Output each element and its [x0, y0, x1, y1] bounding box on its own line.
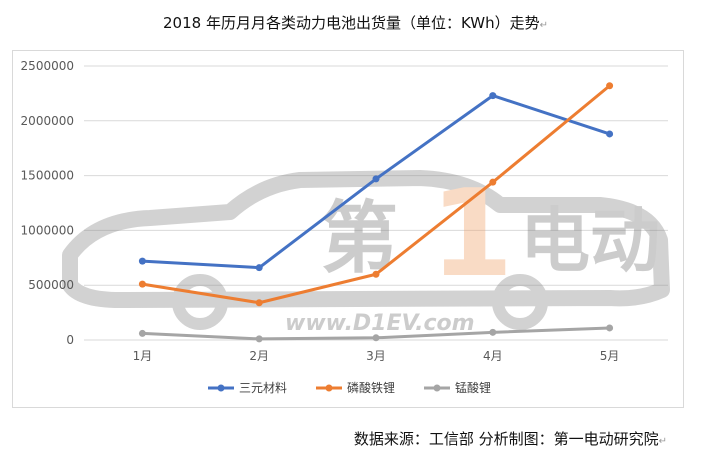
data-point — [606, 324, 614, 332]
data-point — [138, 280, 146, 288]
data-point — [372, 175, 380, 183]
data-point — [606, 130, 614, 138]
x-tick-label: 1月 — [133, 349, 153, 363]
watermark-brand-text-2: 电动 — [520, 200, 660, 282]
data-point — [489, 92, 497, 100]
x-tick-label: 3月 — [366, 349, 386, 363]
data-point — [255, 264, 263, 272]
series-line — [138, 92, 614, 272]
data-point — [255, 299, 263, 307]
legend-item: 磷酸铁锂 — [316, 380, 395, 395]
series-lines — [138, 82, 614, 343]
data-point — [372, 334, 380, 342]
y-tick-label: 1000000 — [21, 223, 74, 237]
data-point — [606, 82, 614, 90]
legend-item: 锰酸锂 — [424, 380, 491, 395]
y-tick-label: 2500000 — [21, 59, 74, 73]
y-tick-label: 500000 — [28, 278, 74, 292]
legend: 三元材料 磷酸铁锂 锰酸锂 — [208, 380, 491, 395]
legend-label: 磷酸铁锂 — [347, 380, 395, 395]
data-point — [255, 335, 263, 343]
legend-marker — [325, 384, 333, 392]
legend-item: 三元材料 — [208, 381, 287, 395]
data-point — [372, 270, 380, 278]
x-tick-label: 2月 — [249, 349, 269, 363]
series-line — [138, 324, 614, 343]
y-axis-ticks: 0 500000 1000000 1500000 2000000 2500000 — [21, 59, 74, 347]
data-point — [489, 328, 497, 336]
chart-frame — [12, 50, 684, 408]
data-point — [138, 329, 146, 337]
legend-label: 锰酸锂 — [455, 380, 491, 395]
data-source-footer: 数据来源：工信部 分析制图：第一电动研究院↵ — [353, 430, 667, 448]
x-tick-label: 4月 — [483, 349, 503, 363]
d1ev-watermark: 第 1 电动 www.D1EV.com — [62, 165, 670, 336]
watermark-brand-text: 第 — [320, 194, 398, 284]
y-tick-label: 1500000 — [21, 169, 74, 183]
x-tick-label: 5月 — [600, 349, 620, 363]
legend-marker — [433, 384, 441, 392]
watermark-url: www.D1EV.com — [285, 311, 475, 336]
legend-label: 三元材料 — [239, 381, 287, 395]
y-tick-label: 2000000 — [21, 114, 74, 128]
chart-title: 2018 年历月月各类动力电池出货量（单位：KWh）走势↵ — [163, 14, 548, 32]
y-tick-label: 0 — [66, 333, 74, 347]
x-axis-ticks: 1月 2月 3月 4月 5月 — [133, 349, 620, 363]
data-point — [489, 178, 497, 186]
data-point — [138, 257, 146, 265]
series-line — [138, 82, 614, 307]
watermark-one-glyph: 1 — [430, 165, 514, 304]
legend-marker — [217, 384, 225, 392]
